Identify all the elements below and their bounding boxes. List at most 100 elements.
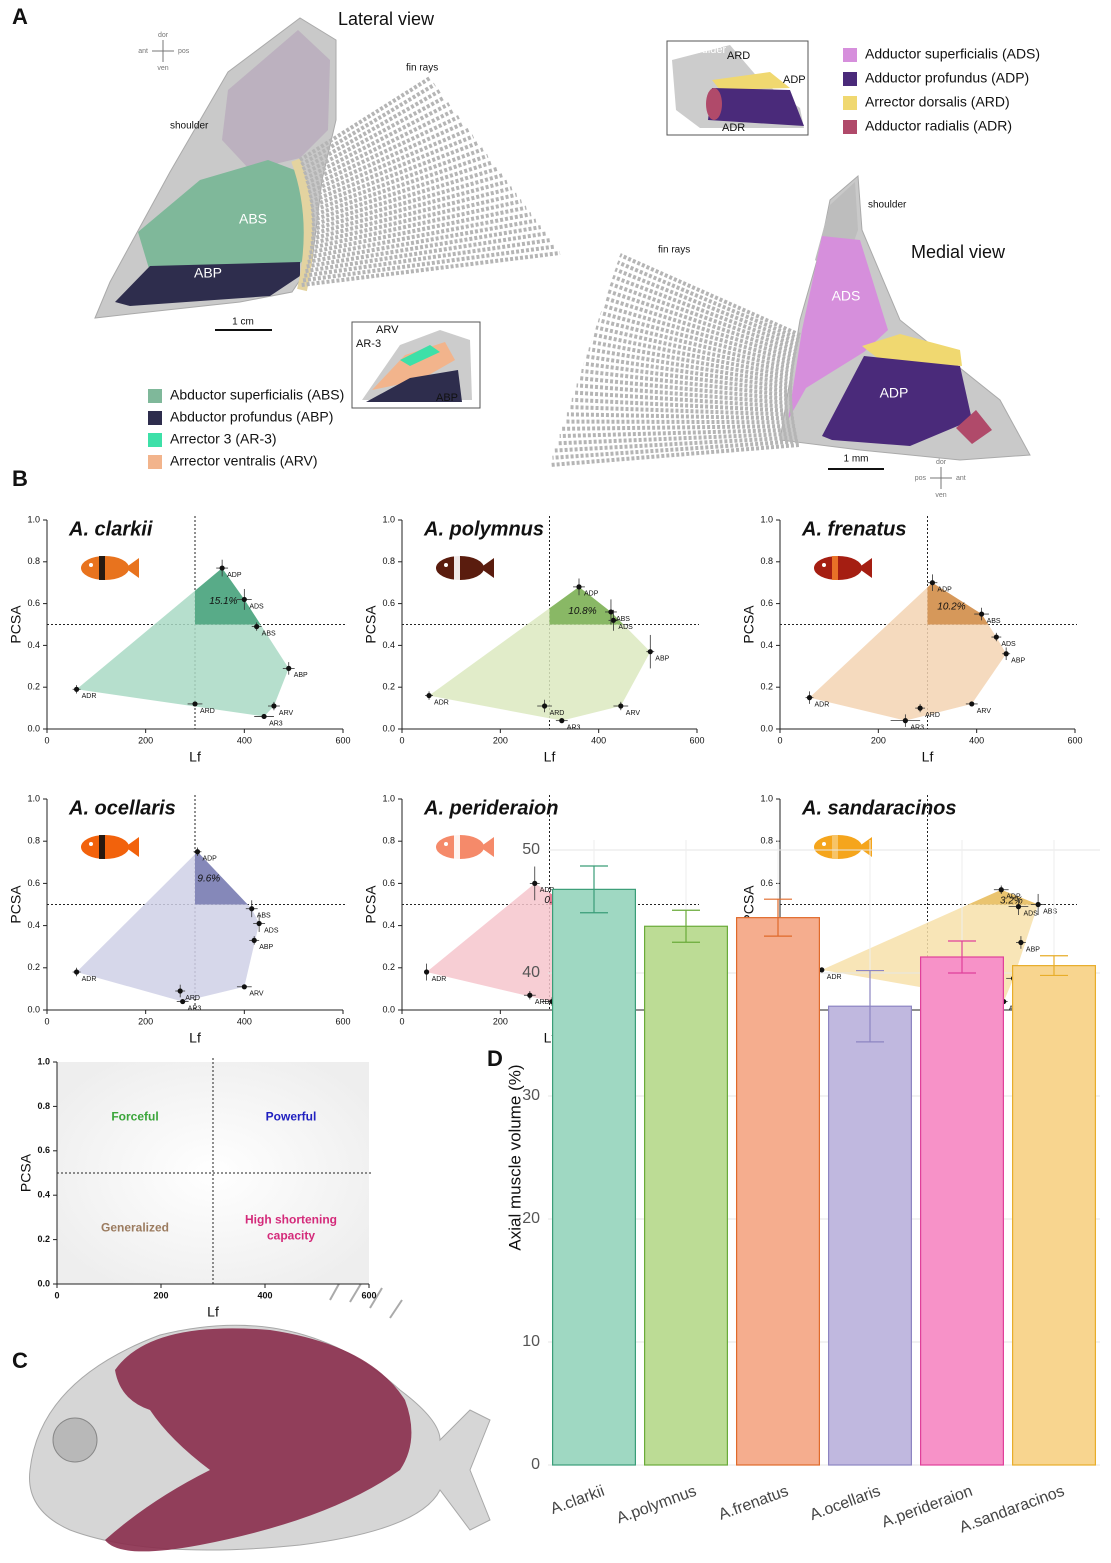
point-label: ARD <box>925 712 940 719</box>
panel-label: D <box>487 1046 503 1071</box>
x-tick-label: 0 <box>44 735 49 745</box>
y-tick-label: 0.2 <box>37 1234 50 1244</box>
x-tick-label: 600 <box>335 735 350 745</box>
point <box>242 984 247 989</box>
y-tick-label: 0 <box>531 1456 540 1473</box>
y-tick-label: 1.0 <box>382 514 395 524</box>
y-axis-label: PCSA <box>741 605 757 644</box>
inset-adp <box>708 88 804 126</box>
x-tick-label: 400 <box>237 1016 252 1026</box>
x-tick-label: 0 <box>44 1016 49 1026</box>
x-tick-label: 200 <box>493 735 508 745</box>
annotation: ADS <box>832 288 861 304</box>
inset-label: ARD <box>727 50 750 62</box>
legend-swatch <box>148 389 162 403</box>
fish-rendering <box>30 1282 491 1551</box>
chart-title: A. frenatus <box>801 518 906 540</box>
y-axis-label: Axial muscle volume (%) <box>505 1064 524 1250</box>
point-label: ADP <box>937 587 952 594</box>
legend-label: Arrector ventralis (ARV) <box>170 453 318 469</box>
y-tick-label: 0.8 <box>760 836 773 846</box>
point <box>252 938 257 943</box>
point-label: ARV <box>279 710 294 717</box>
point-label: ARV <box>249 991 264 998</box>
annotation: ABP <box>194 265 222 281</box>
x-tick-label: 400 <box>257 1290 272 1300</box>
fish-icon <box>89 563 93 567</box>
point <box>542 703 547 708</box>
x-tick-label: 400 <box>237 735 252 745</box>
fish-icon <box>832 835 838 859</box>
figure: A B C D ARV AR-3 ABP Lateral view should… <box>0 0 1111 1563</box>
overlap-annotation: 10.2% <box>937 601 965 612</box>
point <box>648 649 653 654</box>
y-tick-label: 0.4 <box>382 640 395 650</box>
point <box>608 609 613 614</box>
fish-icon <box>480 558 494 578</box>
fish-icon <box>822 842 826 846</box>
point-label: ABP <box>1026 946 1040 953</box>
point <box>286 666 291 671</box>
compass-label: pos <box>915 475 927 482</box>
scale-label: 1 cm <box>232 317 254 328</box>
y-tick-label: 0.2 <box>382 682 395 692</box>
y-tick-label: 0.6 <box>27 878 40 888</box>
x-axis-label: Lf <box>189 1030 201 1046</box>
y-axis-label: PCSA <box>8 605 24 644</box>
bar <box>645 926 728 1465</box>
y-tick-label: 0.4 <box>760 640 773 650</box>
point-label: AR3 <box>269 720 283 727</box>
point <box>994 634 999 639</box>
point-label: ADR <box>82 976 97 983</box>
quadrant-label: Powerful <box>266 1110 317 1124</box>
legend-label: Adductor radialis (ADR) <box>865 118 1012 134</box>
compass-label: ant <box>956 475 966 482</box>
y-tick-label: 0.2 <box>760 682 773 692</box>
quadrant-label: Forceful <box>111 1110 158 1124</box>
bar <box>921 957 1004 1465</box>
x-tick-label: 200 <box>871 735 886 745</box>
bar <box>1013 966 1096 1465</box>
point <box>1016 904 1021 909</box>
y-tick-label: 0.8 <box>760 556 773 566</box>
point <box>261 714 266 719</box>
chart-title: A. perideraion <box>423 797 558 819</box>
y-tick-label: 1.0 <box>382 793 395 803</box>
x-tick-label: A.ocellaris <box>808 1483 883 1524</box>
x-tick-label: 600 <box>1067 735 1082 745</box>
inset-label: ARV <box>376 324 399 336</box>
point <box>918 706 923 711</box>
scale-label: 1 mm <box>844 454 869 465</box>
hull <box>77 568 289 716</box>
compass: dor ant pos ven <box>138 32 190 72</box>
chart-title: A. polymnus <box>423 518 544 540</box>
annotation: shoulder <box>868 200 907 211</box>
panel-label: A <box>12 4 28 29</box>
x-tick-label: 0 <box>54 1290 59 1300</box>
point <box>257 921 262 926</box>
point-label: ABS <box>616 616 630 623</box>
point <box>220 565 225 570</box>
y-tick-label: 0.0 <box>382 1004 395 1014</box>
point-label: ADS <box>264 927 279 934</box>
point-label: ABP <box>1011 658 1025 665</box>
fish-icon <box>454 556 460 580</box>
overlap-annotation: 15.1% <box>209 596 237 607</box>
point-label: ADR <box>815 701 830 708</box>
point <box>999 887 1004 892</box>
y-tick-label: 0.4 <box>37 1190 50 1200</box>
x-tick-label: 200 <box>493 1016 508 1026</box>
annotation: fin rays <box>406 63 438 74</box>
chart-title: A. clarkii <box>68 518 153 540</box>
y-tick-label: 1.0 <box>760 514 773 524</box>
point <box>1004 651 1009 656</box>
y-tick-label: 10 <box>522 1333 540 1350</box>
point <box>559 718 564 723</box>
y-tick-label: 0.8 <box>27 836 40 846</box>
point-label: ADS <box>618 624 633 631</box>
medial-view: shoulder ARD ADP ADR Medial view shoulde… <box>550 41 1040 499</box>
bar <box>829 1006 912 1465</box>
point-label: ABS <box>257 913 271 920</box>
point-label: ARV <box>977 708 992 715</box>
point-label: ARD <box>535 999 550 1006</box>
